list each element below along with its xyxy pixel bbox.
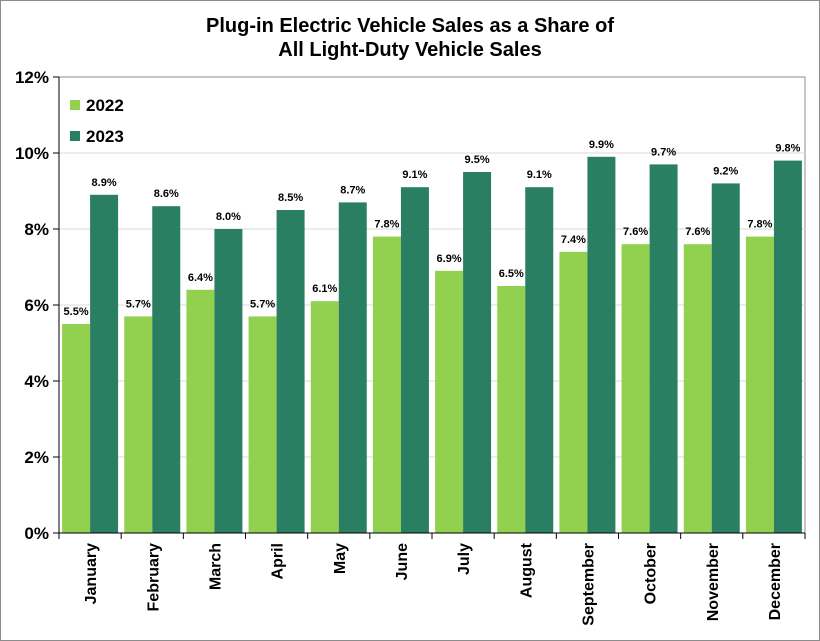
bar-2023-october (649, 164, 678, 533)
x-tick-label: June (394, 543, 411, 580)
data-label: 8.7% (340, 184, 365, 196)
bar-2022-december (745, 236, 774, 533)
bar-2023-november (711, 183, 740, 533)
data-label: 7.8% (374, 219, 399, 231)
legend-label-2023: 2023 (86, 127, 124, 146)
chart-title-line-2: All Light-Duty Vehicle Sales (278, 39, 541, 61)
data-label: 9.1% (402, 169, 427, 181)
data-label: 9.1% (527, 169, 552, 181)
bar-2022-november (683, 244, 712, 533)
bar-2023-february (152, 206, 181, 533)
bar-2022-april (248, 316, 277, 533)
y-tick-label: 12% (15, 68, 49, 87)
bar-2023-march (214, 229, 243, 533)
bar-2023-september (587, 156, 616, 534)
data-labels: 5.5% 8.9% 5.7% 8.6% 6.4% 8.0% 5.7% 8.5% 6.1% 8.7%… (64, 139, 801, 318)
bar-2022-october (621, 244, 650, 533)
bar-2022-july (435, 270, 464, 533)
x-tick-label: April (270, 543, 287, 579)
bar-2022-september (559, 251, 588, 534)
data-label: 7.4% (561, 234, 586, 246)
x-tick-label: July (456, 543, 473, 575)
data-label: 9.2% (713, 165, 738, 177)
bar-2022-may (310, 301, 339, 533)
x-tick-label: December (767, 543, 784, 620)
data-label: 9.9% (589, 139, 614, 151)
bar-2023-august (525, 187, 554, 533)
bar-2023-january (90, 194, 119, 534)
data-label: 9.5% (465, 154, 490, 166)
data-label: 7.6% (623, 226, 648, 238)
axes: 0% 2% 4% 6% 8% 10% 12% January February March Apri… (15, 68, 806, 626)
x-tick-label: May (332, 543, 349, 574)
data-label: 6.9% (437, 253, 462, 265)
x-tick-label: October (643, 543, 660, 604)
legend-swatch-2023 (70, 131, 80, 141)
x-tick-label: September (580, 543, 597, 626)
data-label: 8.6% (154, 188, 179, 200)
bar-2022-june (372, 236, 401, 533)
x-tick-label: March (207, 543, 224, 590)
bar-2022-january (62, 324, 91, 533)
legend: 2022 2023 (70, 96, 124, 146)
bar-2022-august (497, 286, 526, 533)
x-tick-label: February (145, 543, 162, 612)
data-label: 6.1% (312, 283, 337, 295)
data-label: 5.7% (250, 298, 275, 310)
data-label: 7.6% (685, 226, 710, 238)
data-label: 5.5% (64, 306, 89, 318)
y-tick-label: 2% (24, 448, 49, 467)
y-tick-label: 0% (24, 524, 49, 543)
bar-2023-december (773, 160, 802, 533)
data-label: 5.7% (126, 298, 151, 310)
data-label: 9.7% (651, 146, 676, 158)
data-label: 8.5% (278, 192, 303, 204)
y-tick-label: 10% (15, 144, 49, 163)
bar-2022-march (186, 289, 215, 533)
bar-2023-june (400, 187, 429, 533)
bar-2023-may (338, 202, 367, 533)
bars (62, 156, 802, 534)
legend-swatch-2022 (70, 100, 80, 110)
bar-2023-july (463, 172, 492, 533)
y-tick-label: 6% (24, 296, 49, 315)
data-label: 9.8% (775, 143, 800, 155)
x-tick-label: August (518, 542, 535, 598)
chart-title-line-1: Plug-in Electric Vehicle Sales as a Shar… (206, 15, 614, 37)
bar-2022-february (124, 316, 153, 533)
y-tick-label: 8% (24, 220, 49, 239)
data-label: 6.4% (188, 272, 213, 284)
y-tick-label: 4% (24, 372, 49, 391)
legend-label-2022: 2022 (86, 96, 124, 115)
data-label: 8.0% (216, 211, 241, 223)
bar-2023-april (276, 210, 305, 533)
x-tick-label: November (705, 543, 722, 621)
data-label: 7.8% (747, 219, 772, 231)
x-tick-label: January (83, 543, 100, 604)
data-label: 8.9% (92, 177, 117, 189)
data-label: 6.5% (499, 268, 524, 280)
